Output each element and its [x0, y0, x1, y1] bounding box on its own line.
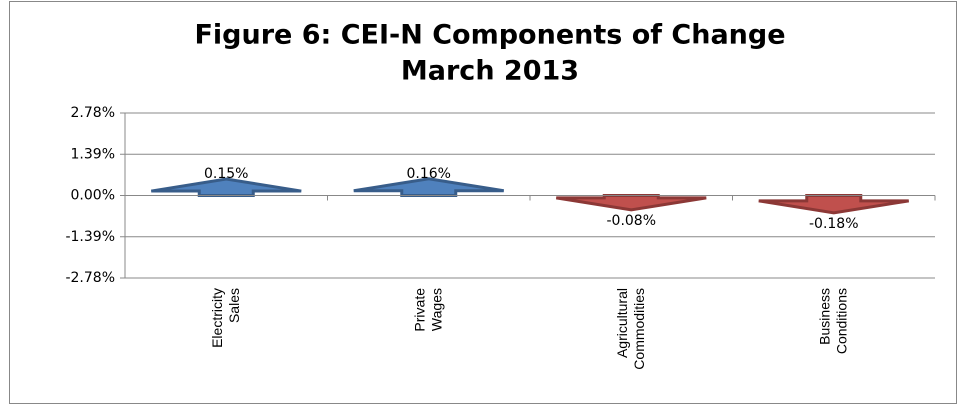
arrow	[151, 177, 302, 197]
y-tick-label: -2.78%	[65, 270, 115, 286]
y-tick-label: 0.00%	[71, 188, 115, 204]
arrow	[758, 194, 909, 215]
value-label: -0.08%	[606, 213, 656, 229]
chart-subtitle: March 2013	[401, 56, 579, 87]
y-tick-label: -1.39%	[65, 229, 115, 245]
value-label: -0.18%	[809, 216, 859, 232]
x-tick-label: PrivateWages	[411, 288, 444, 332]
chart-title: Figure 6: CEI-N Components of Change	[194, 20, 785, 51]
arrow	[353, 177, 504, 197]
y-tick-label: 1.39%	[71, 146, 115, 162]
x-tick-label: AgriculturalCommodities	[613, 288, 646, 370]
y-tick-label: 2.78%	[71, 105, 115, 121]
value-label: 0.15%	[204, 166, 248, 182]
x-tick-label: ElectricitySales	[208, 288, 241, 348]
value-label: 0.16%	[407, 166, 451, 182]
x-tick-label: BusinessConditions	[816, 288, 849, 354]
